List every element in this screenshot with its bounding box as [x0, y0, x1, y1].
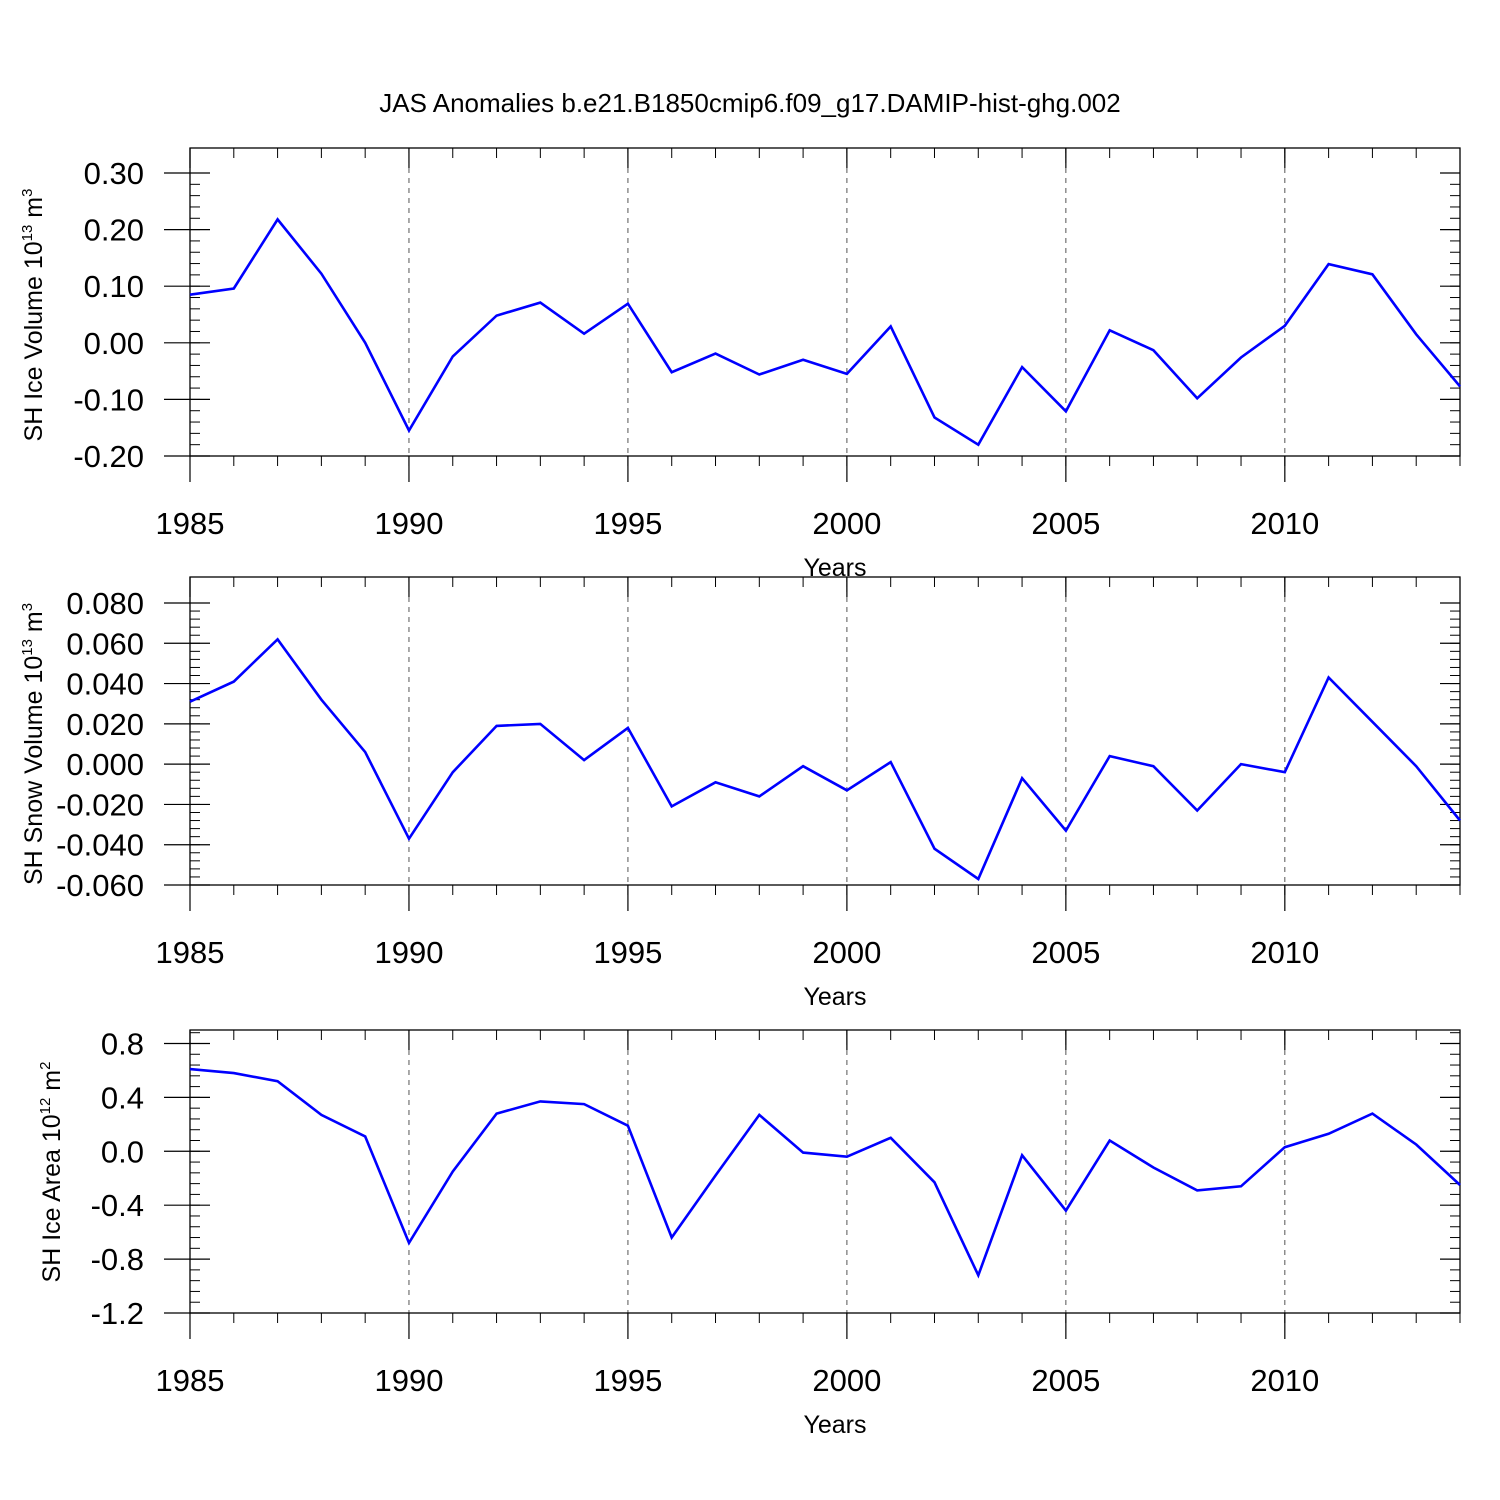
x-tick-label: 1995	[593, 935, 662, 970]
y-axis-label: SH Ice Area 1012 m2	[37, 1062, 66, 1283]
x-axis-label: Years	[803, 983, 866, 1011]
series-line-1	[189, 217, 1461, 447]
x-tick-label: 1985	[156, 1363, 225, 1398]
x-tick-label: 2005	[1031, 1363, 1100, 1398]
y-tick-label: -0.10	[73, 382, 144, 417]
y-tick-label: 0.060	[66, 626, 144, 661]
plot-frame	[189, 576, 1461, 886]
y-tick-label: -0.4	[91, 1188, 144, 1223]
y-tick-label: 0.0	[101, 1134, 144, 1169]
x-tick-label: 1995	[593, 1363, 662, 1398]
x-tick-label: 1990	[374, 1363, 443, 1398]
y-tick-label: 0.00	[84, 326, 144, 361]
x-tick-label: 2005	[1031, 935, 1100, 970]
y-tick-label: 0.4	[101, 1080, 144, 1115]
chart-panel-3: -1.2 -0.8 -0.4 0.0 0.4 0.8 1985 1990 1995 2000 200…	[37, 1026, 1461, 1439]
y-tick-label: -0.8	[91, 1242, 144, 1277]
plot-frame	[189, 147, 1461, 457]
y-tick-label: -0.040	[56, 828, 144, 863]
y-tick-label: 0.000	[66, 747, 144, 782]
y-tick-label: -0.060	[56, 868, 144, 903]
y-tick-label: 0.10	[84, 269, 144, 304]
x-tick-label: 1985	[156, 506, 225, 541]
x-tick-label: 1990	[374, 935, 443, 970]
y-tick-label: 0.020	[66, 707, 144, 742]
chart-title: JAS Anomalies b.e21.B1850cmip6.f09_g17.D…	[379, 88, 1120, 118]
x-axis-label: Years	[803, 1411, 866, 1439]
y-tick-label: 0.30	[84, 156, 144, 191]
x-tick-label: 1990	[374, 506, 443, 541]
y-axis-label: SH Snow Volume 1013 m3	[19, 603, 48, 885]
x-tick-label: 1985	[156, 935, 225, 970]
x-tick-label: 2000	[812, 935, 881, 970]
x-tick-label: 2010	[1250, 935, 1319, 970]
plot-frame	[189, 1029, 1461, 1314]
series-line-3	[189, 1067, 1461, 1279]
series-line-2	[189, 637, 1462, 881]
y-tick-label: -0.20	[73, 439, 144, 474]
x-tick-label: 2010	[1250, 1363, 1319, 1398]
x-tick-label: 2010	[1250, 506, 1319, 541]
y-tick-label: -1.2	[91, 1296, 144, 1331]
y-tick-label: 0.040	[66, 667, 144, 702]
x-axis-label: Years	[803, 554, 866, 582]
y-axis-label: SH Ice Volume 1013 m3	[19, 189, 48, 442]
x-tick-label: 2000	[812, 506, 881, 541]
y-tick-label: 0.20	[84, 213, 144, 248]
x-tick-label: 2005	[1031, 506, 1100, 541]
x-tick-label: 1995	[593, 506, 662, 541]
y-tick-label: 0.080	[66, 586, 144, 621]
y-tick-label: -0.020	[56, 787, 144, 822]
chart-panel-2: -0.060 -0.040 -0.020 0.000 0.020 0.040 0.060 0.…	[19, 576, 1462, 1011]
y-tick-label: 0.8	[101, 1026, 144, 1061]
x-tick-label: 2000	[812, 1363, 881, 1398]
panels: -0.20 -0.10 0.00 0.10 0.20 0.30 1985 1990 1995 20…	[19, 147, 1462, 1439]
